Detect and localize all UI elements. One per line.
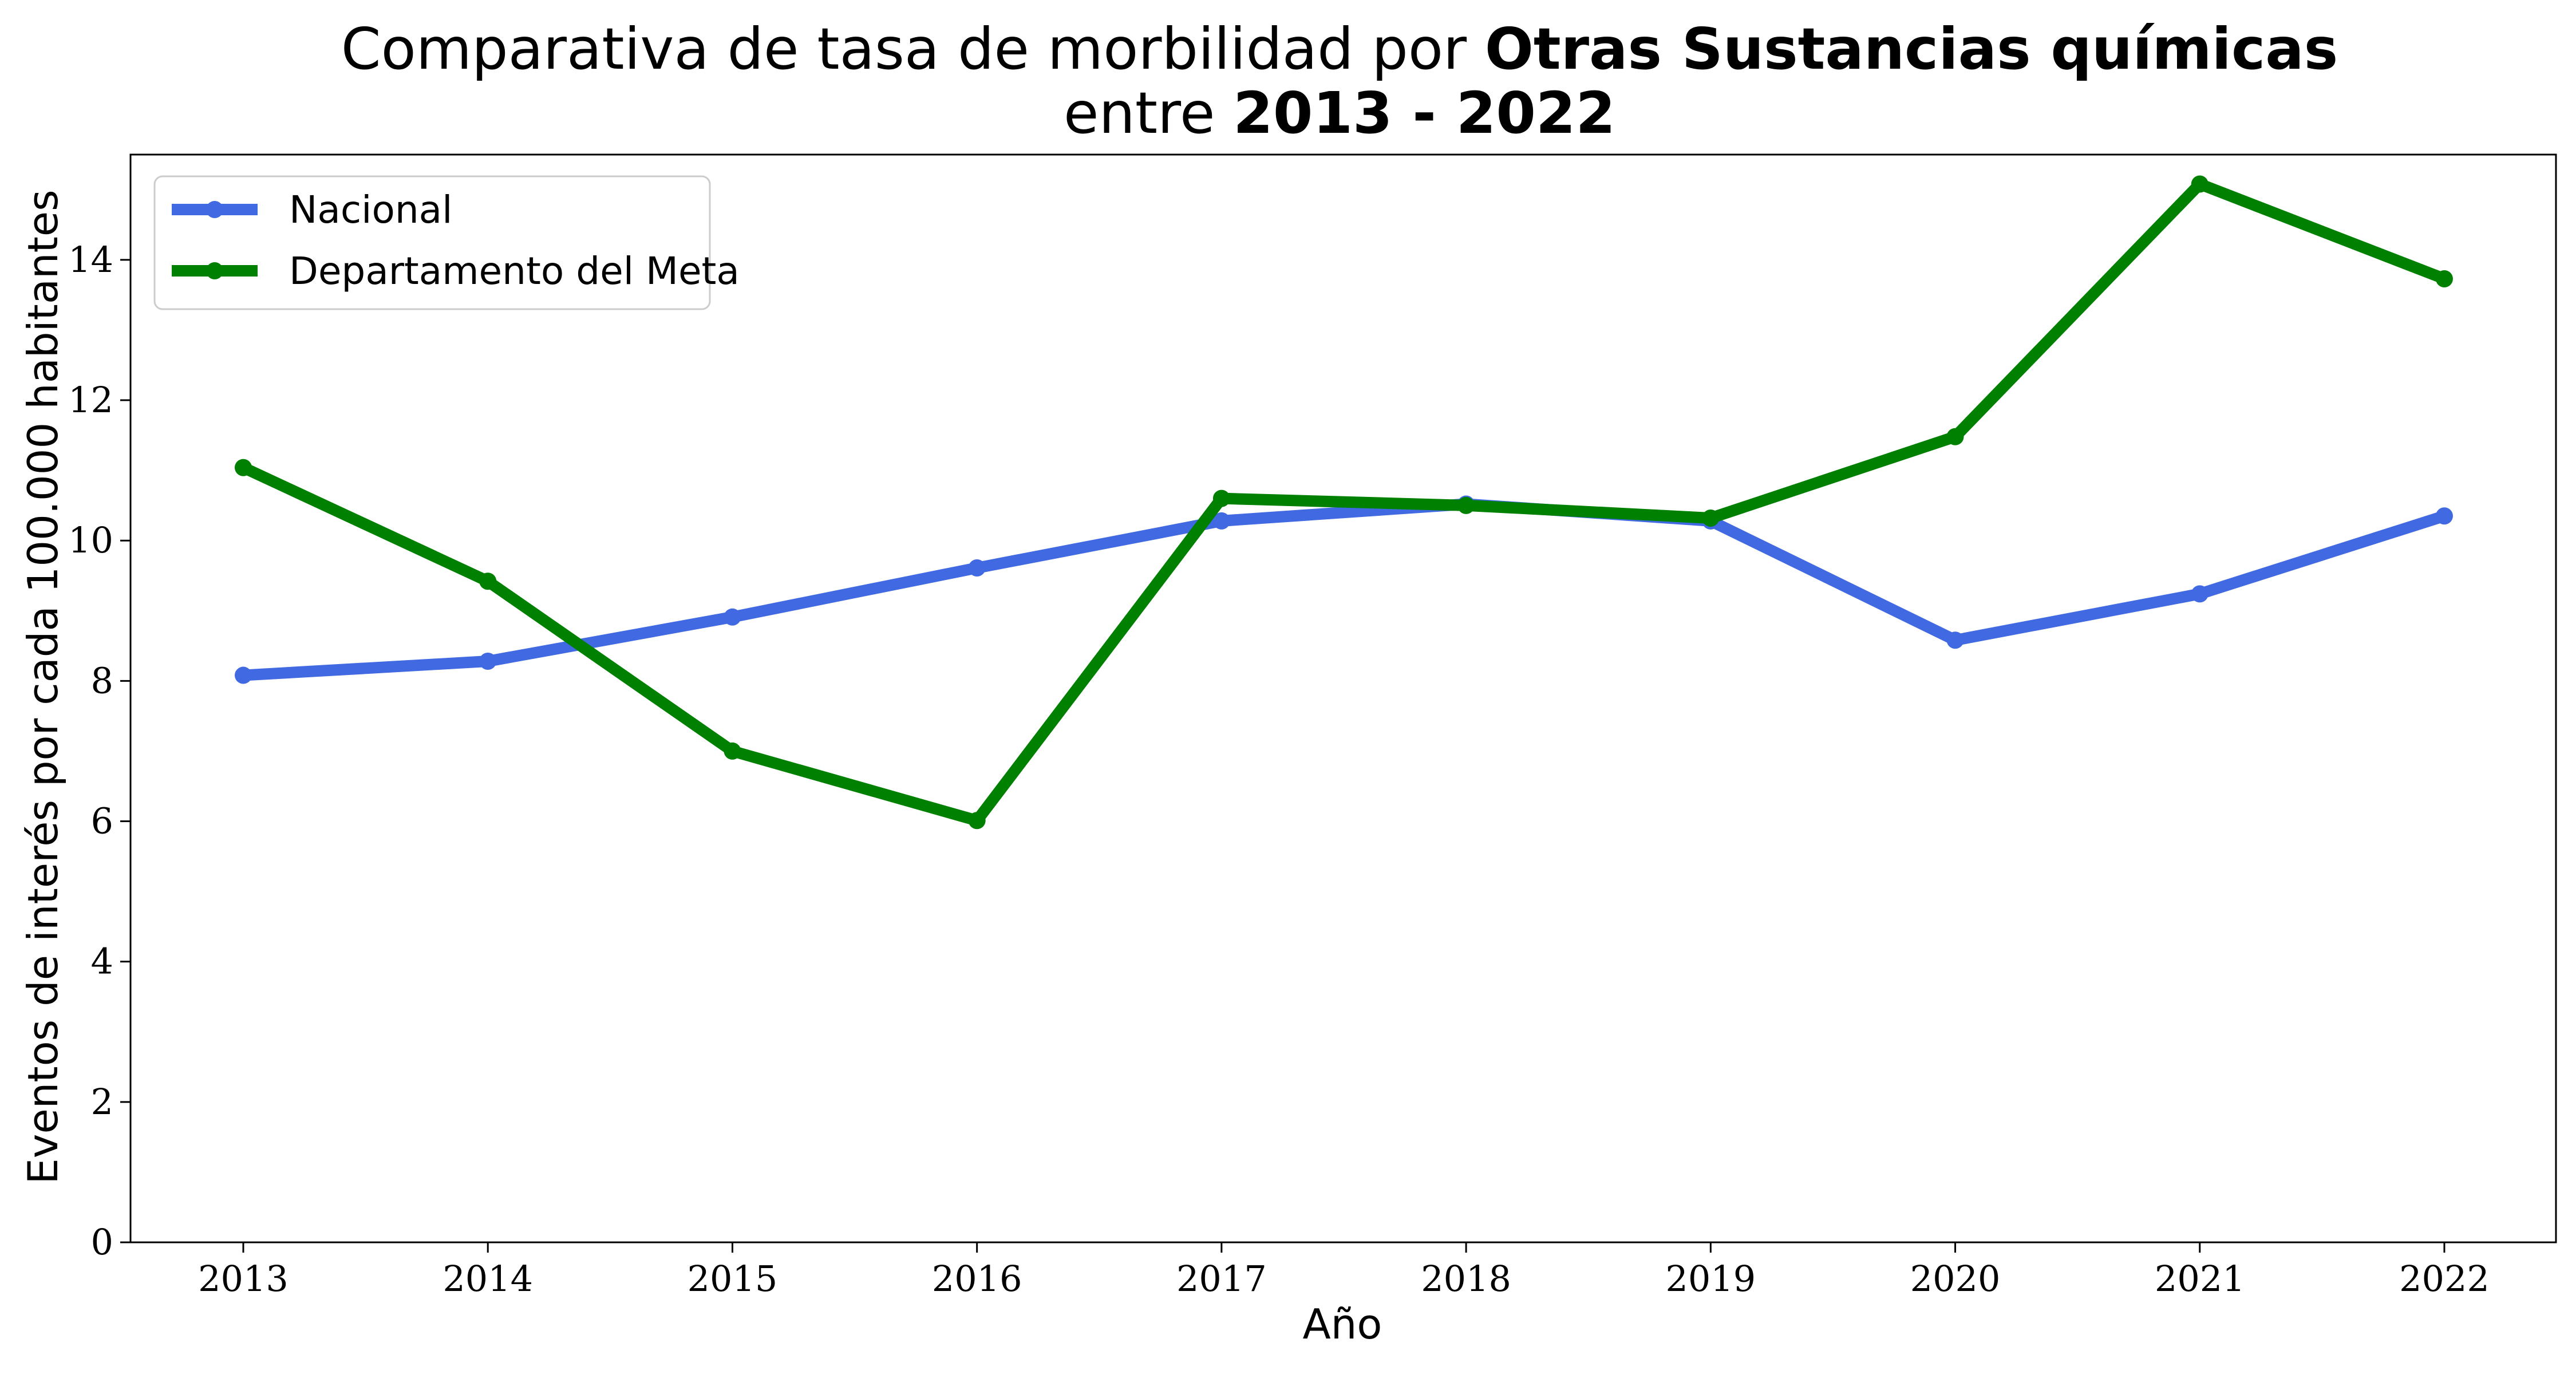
data-point	[968, 559, 986, 577]
x-tick-label: 2021	[2155, 1258, 2245, 1300]
plot-area	[129, 153, 2557, 1243]
x-tick-label: 2014	[442, 1258, 533, 1300]
data-point	[1946, 631, 1964, 649]
data-point	[1457, 496, 1475, 514]
legend-label: Departamento del Meta	[289, 249, 740, 293]
data-point	[1702, 509, 1720, 527]
data-point	[479, 653, 497, 670]
data-point	[1946, 428, 1964, 445]
data-point	[968, 812, 986, 830]
x-tick-label: 2022	[2399, 1258, 2490, 1300]
data-point	[724, 742, 741, 760]
x-axis: 2013 2014 2015 2016 2017 2018 2019 2020 2021 2022	[198, 1242, 2490, 1300]
legend-box	[153, 175, 711, 310]
x-tick-label: 2015	[688, 1258, 778, 1300]
y-tick-label: 12	[68, 379, 113, 421]
series-line	[238, 498, 2450, 681]
y-tick-label: 8	[91, 660, 113, 701]
y-tick-label: 0	[91, 1221, 113, 1263]
y-tick-label: 4	[91, 941, 113, 982]
data-point	[2191, 585, 2208, 603]
chart-title: Comparativa de tasa de morbilidad por Ot…	[341, 15, 2338, 147]
data-point	[235, 666, 252, 684]
legend-label: Nacional	[289, 188, 452, 232]
y-tick-label: 10	[68, 519, 113, 561]
x-tick-label: 2016	[932, 1258, 1022, 1300]
y-tick-label: 14	[68, 239, 113, 281]
data-point	[2191, 175, 2208, 193]
chart-title-line1: Comparativa de tasa de morbilidad por Ot…	[341, 15, 2338, 82]
legend-entry: Nacional	[172, 188, 452, 232]
y-tick-label: 2	[91, 1081, 113, 1123]
legend-entry: Departamento del Meta	[172, 249, 740, 293]
data-point	[1212, 489, 1230, 507]
chart-title-line2: entre 2013 - 2022	[1064, 80, 1615, 147]
data-point	[479, 572, 497, 590]
x-tick-label: 2019	[1665, 1258, 1756, 1300]
y-tick-label: 6	[91, 800, 113, 842]
x-axis-label: Año	[1303, 1300, 1382, 1348]
series-lines	[235, 175, 2453, 830]
legend-marker	[206, 262, 223, 279]
series-line	[238, 178, 2450, 827]
x-tick-label: 2013	[198, 1258, 289, 1300]
data-point	[1212, 512, 1230, 530]
series-2	[235, 175, 2453, 830]
legend: Nacional Departamento del Meta	[153, 175, 740, 310]
plot-frame	[129, 153, 2557, 1243]
data-point	[724, 608, 741, 626]
x-tick-label: 2020	[1910, 1258, 2001, 1300]
data-point	[2436, 270, 2453, 287]
data-point	[2436, 507, 2453, 525]
x-tick-label: 2017	[1176, 1258, 1267, 1300]
legend-marker	[206, 201, 223, 218]
data-point	[235, 459, 252, 476]
y-axis-label: Eventos de interés por cada 100.000 habi…	[19, 189, 67, 1184]
y-axis: 0 2 4 6 8 10 12 14	[68, 239, 131, 1263]
x-tick-label: 2018	[1421, 1258, 1511, 1300]
series-1	[235, 495, 2453, 684]
